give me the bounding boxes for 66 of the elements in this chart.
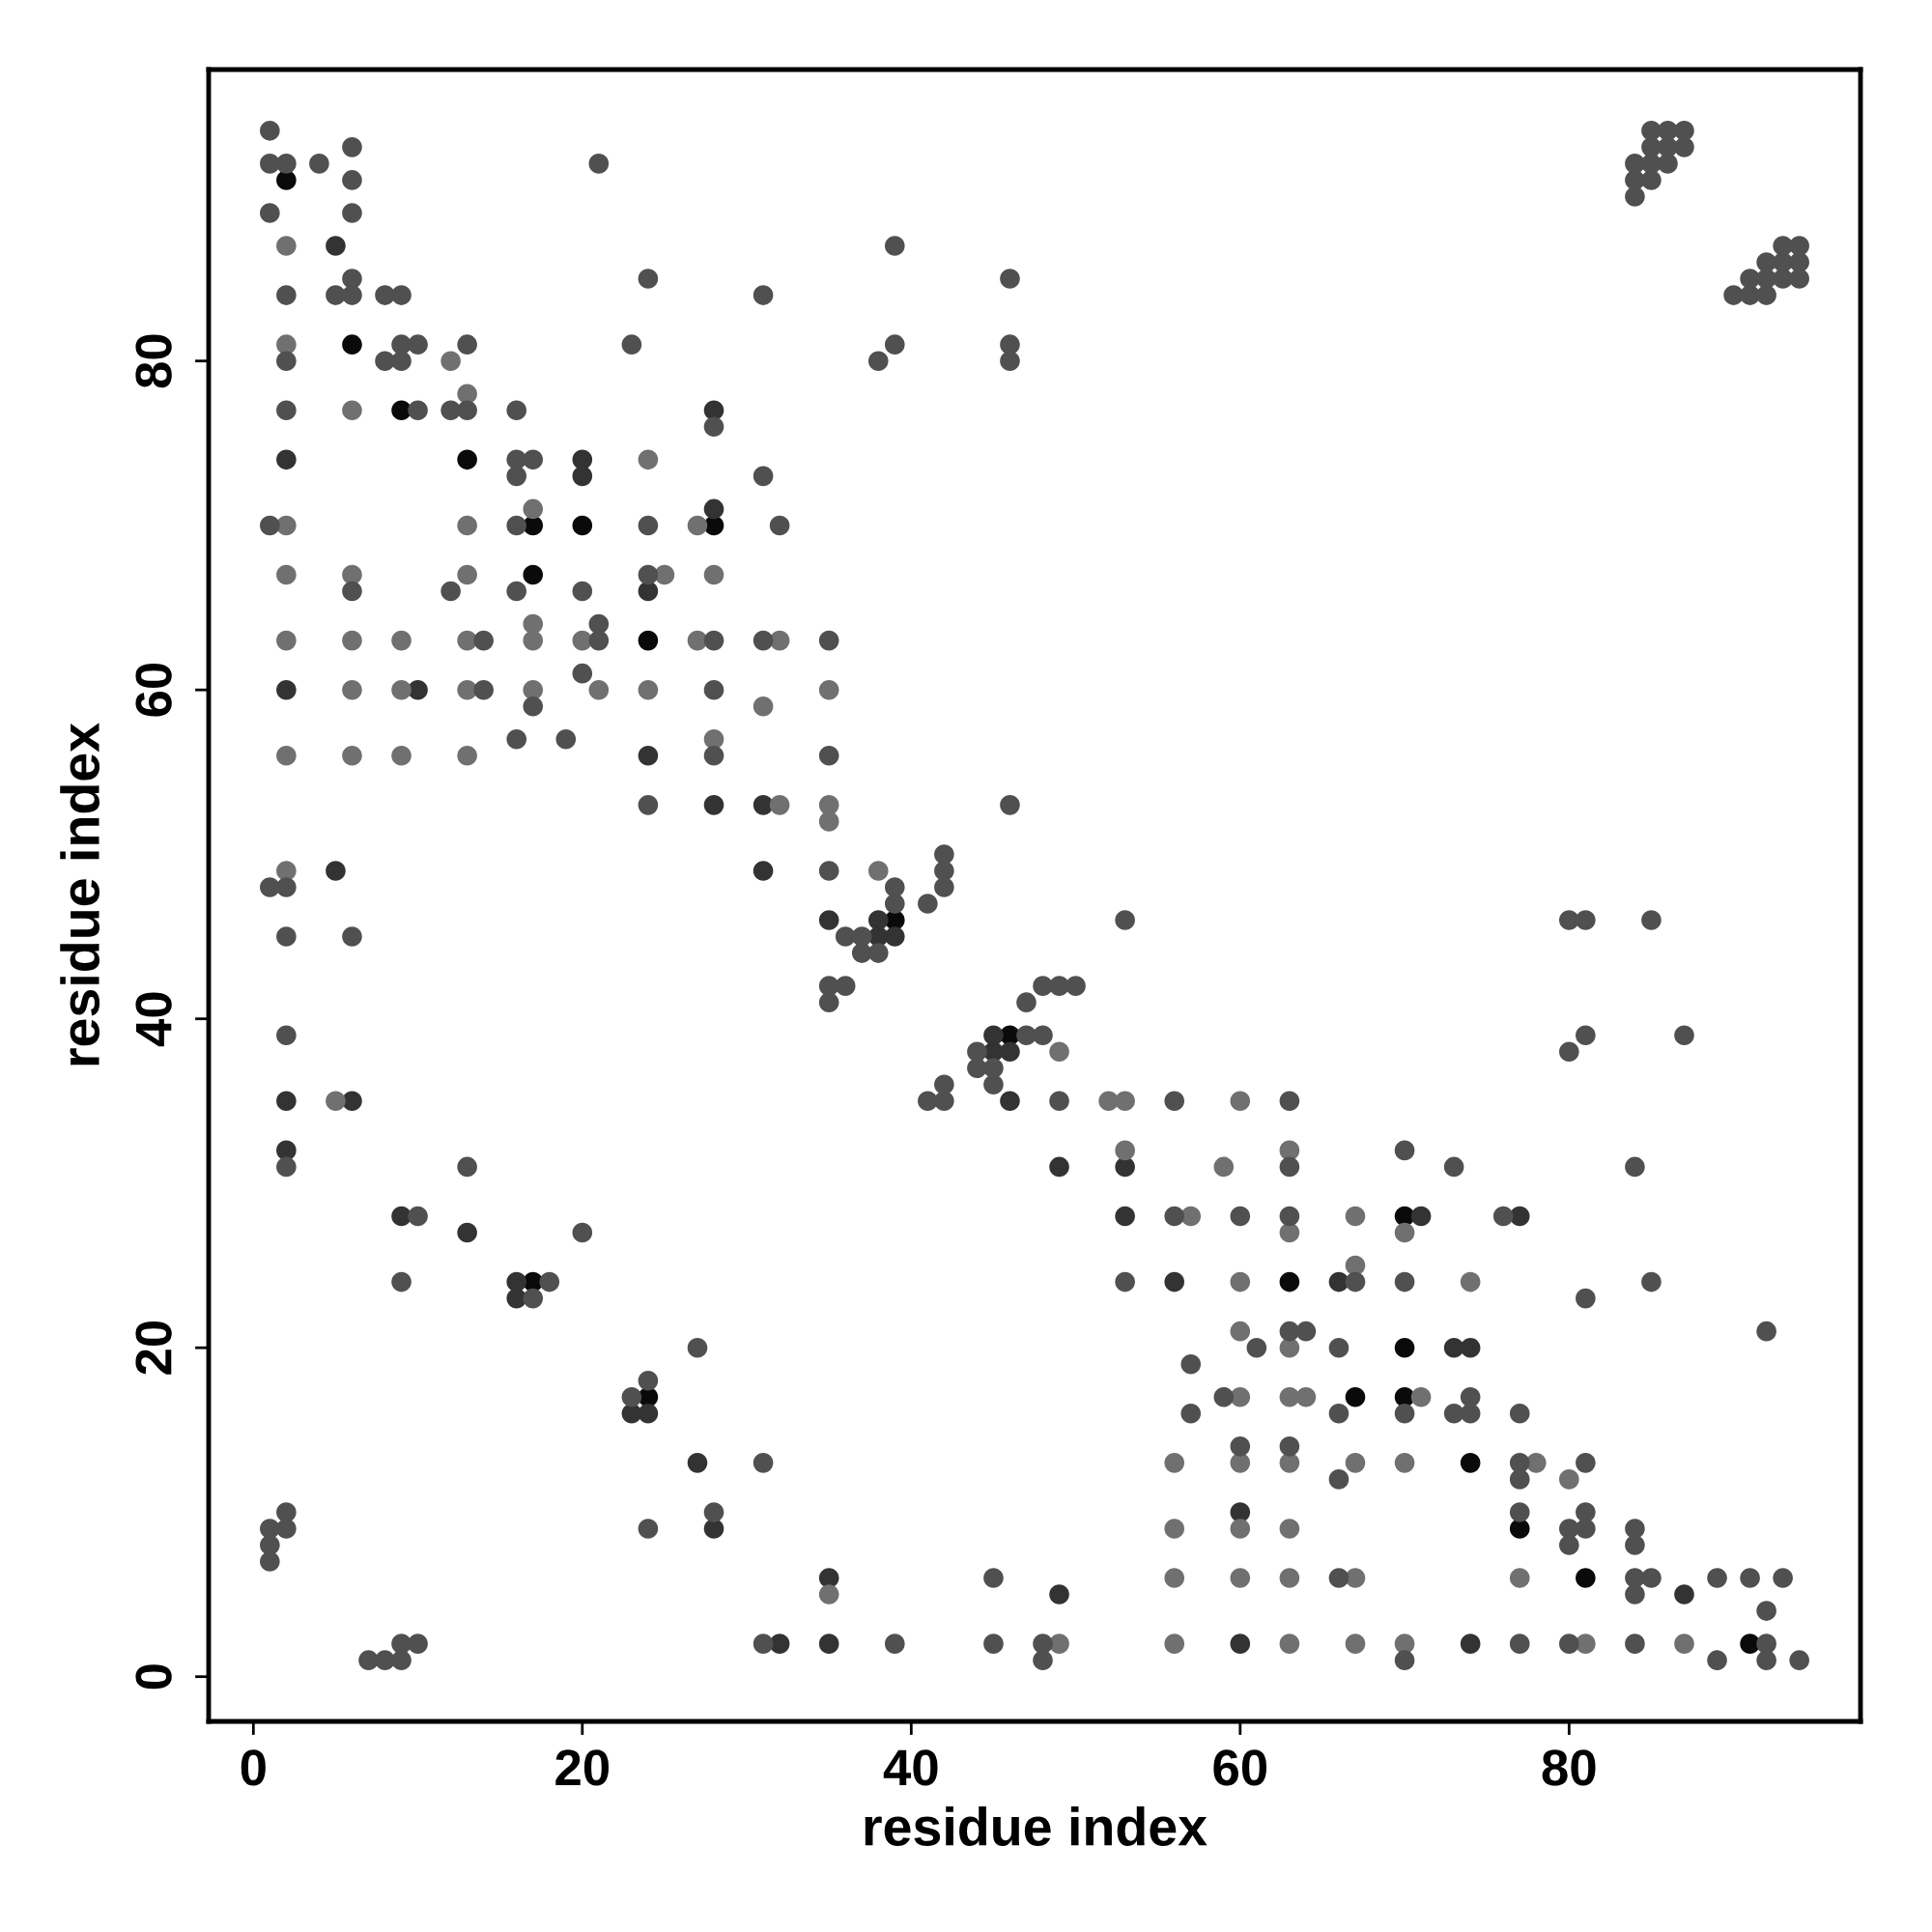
point: [276, 1091, 297, 1112]
point: [638, 745, 659, 766]
point: [1115, 1206, 1135, 1227]
point: [1049, 1156, 1069, 1178]
point: [638, 581, 659, 602]
point: [818, 1634, 839, 1654]
point: [703, 400, 724, 421]
point: [1049, 1584, 1069, 1605]
point: [1460, 1337, 1481, 1358]
point: [703, 795, 724, 815]
point: [703, 1519, 724, 1539]
point: [1394, 1337, 1415, 1358]
point: [572, 466, 593, 487]
y-axis-title: residue index: [60, 723, 100, 1065]
point: [818, 910, 839, 930]
point: [703, 498, 724, 520]
point: [884, 926, 905, 947]
point: [342, 1091, 362, 1112]
point: [1410, 1206, 1432, 1227]
point: [1000, 1091, 1020, 1112]
point: [326, 236, 346, 256]
point: [818, 1568, 839, 1588]
point: [1460, 1453, 1481, 1473]
y-tick-label: 20: [135, 1321, 172, 1375]
point: [687, 1453, 708, 1473]
x-axis-title: residue index: [865, 1806, 1208, 1846]
point: [572, 515, 593, 536]
point: [276, 170, 297, 190]
point: [1230, 1634, 1251, 1654]
point: [1509, 1519, 1530, 1539]
point: [326, 861, 346, 881]
point: [276, 449, 297, 470]
x-tick-label: 20: [555, 1749, 609, 1786]
point: [506, 1288, 527, 1309]
point: [867, 910, 889, 930]
point: [983, 1025, 1004, 1046]
point: [276, 679, 297, 700]
point: [1460, 1634, 1481, 1654]
point: [1279, 1271, 1300, 1293]
point: [1576, 1568, 1596, 1588]
point: [1345, 1386, 1366, 1407]
point: [391, 400, 412, 421]
y-tick-label: 60: [135, 663, 172, 717]
point: [1230, 1502, 1251, 1522]
point: [457, 1222, 477, 1243]
point: [1164, 1271, 1185, 1293]
point: [1328, 1271, 1350, 1293]
x-tick-label: 0: [241, 1749, 266, 1786]
point: [523, 564, 544, 585]
point: [1000, 1041, 1020, 1063]
x-tick-label: 80: [1542, 1749, 1596, 1786]
point: [1740, 1634, 1760, 1654]
point: [753, 861, 774, 881]
point: [638, 630, 659, 651]
y-tick-label: 40: [135, 992, 172, 1047]
point: [342, 334, 362, 355]
y-tick-label: 0: [135, 1664, 172, 1690]
point: [621, 1403, 642, 1424]
y-tick-label: 80: [135, 334, 172, 388]
point: [1509, 1206, 1530, 1227]
point: [457, 449, 477, 470]
point: [408, 679, 428, 700]
point: [1443, 1337, 1464, 1358]
x-tick-label: 40: [883, 1749, 938, 1786]
point: [1674, 1584, 1694, 1605]
x-tick-label: 60: [1213, 1749, 1267, 1786]
